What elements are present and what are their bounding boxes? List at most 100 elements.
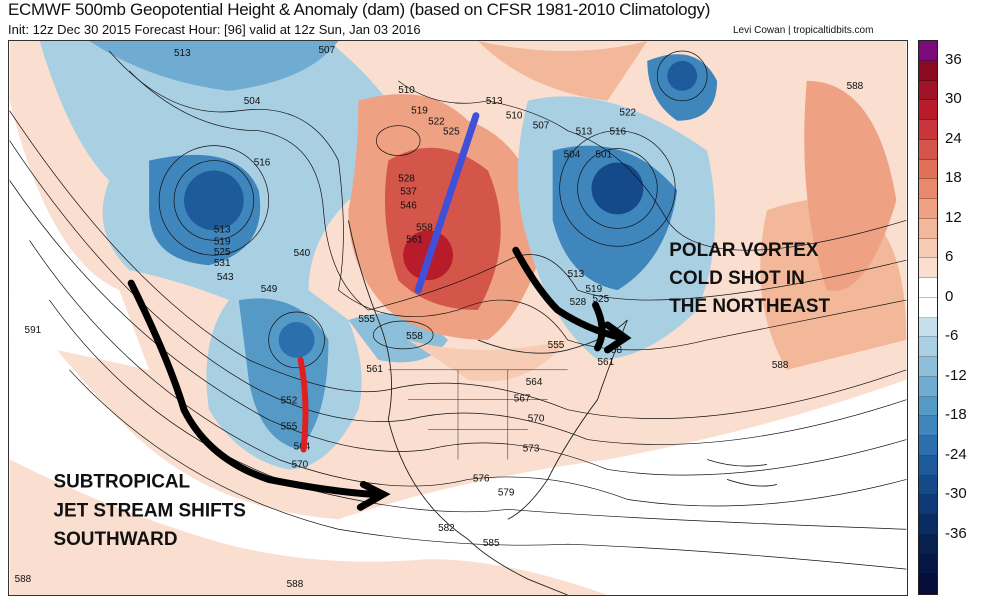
contour-label: 513 [568, 269, 585, 280]
colorbar-segment [919, 436, 937, 456]
contour-label: 561 [406, 234, 423, 245]
colorbar-segment [919, 475, 937, 496]
colorbar-label: -12 [945, 366, 967, 384]
colorbar-label: -6 [945, 327, 959, 345]
credit: Levi Cowan | tropicaltidbits.com [733, 25, 874, 36]
svg-text:SUBTROPICAL: SUBTROPICAL [53, 471, 190, 492]
contour-label: 543 [217, 272, 234, 283]
contour-label: 516 [609, 127, 626, 138]
colorbar-segment [919, 515, 937, 535]
colorbar-segment [919, 100, 937, 120]
contour-label: 570 [292, 459, 309, 470]
contour-label: 558 [406, 331, 423, 342]
contour-label: 552 [281, 396, 298, 407]
contour-label: 513 [486, 96, 503, 107]
contour-label: 558 [416, 222, 433, 233]
contour-label: 528 [570, 297, 587, 308]
contour-label: 570 [528, 414, 545, 425]
colorbar-segment [919, 179, 937, 199]
map-title: ECMWF 500mb Geopotential Height & Anomal… [8, 0, 711, 19]
colorbar-segment [919, 317, 937, 338]
colorbar-segment [919, 120, 937, 140]
contour-label: 525 [214, 247, 231, 258]
contour-label: 513 [214, 224, 231, 235]
contour-label: 546 [400, 200, 417, 211]
polar-vortex-annotation: POLAR VORTEX COLD SHOT IN THE NORTHEAST [669, 240, 830, 317]
coastlines [347, 220, 777, 595]
contour-label: 561 [597, 357, 614, 368]
contour-label: 588 [15, 574, 32, 585]
colorbar-label: 0 [945, 287, 954, 305]
colorbar-segment [919, 159, 937, 180]
colorbar-segment [919, 41, 937, 61]
contour-label: 513 [576, 127, 593, 138]
contour-label: 567 [514, 394, 531, 405]
contour-label: 582 [438, 523, 455, 534]
anomaly-colorbar [918, 40, 938, 595]
colorbar-label: 18 [945, 169, 962, 187]
colorbar-label: 36 [945, 50, 962, 68]
contour-label: 588 [847, 81, 864, 92]
subtropical-annotation: SUBTROPICAL JET STREAM SHIFTS SOUTHWARD [53, 471, 245, 550]
colorbar-label: 12 [945, 208, 962, 226]
contour-label: 507 [533, 121, 550, 132]
contour-label: 522 [428, 117, 445, 128]
colorbar-label: -18 [945, 406, 967, 424]
map-subtitle: Init: 12z Dec 30 2015 Forecast Hour: [96… [8, 22, 421, 37]
polar-vortex-arrow [512, 246, 632, 354]
red-trough-axis [297, 356, 309, 453]
svg-text:POLAR VORTEX: POLAR VORTEX [669, 240, 819, 261]
colorbar-segment [919, 139, 937, 160]
colorbar-segment [919, 416, 937, 436]
height-contours [9, 50, 907, 570]
contour-label: 501 [596, 150, 613, 161]
contour-labels: 513 5075045105165135195255315435405495915… [15, 45, 864, 590]
contour-label: 525 [443, 127, 460, 138]
contour-label: 585 [483, 538, 500, 549]
contour-label: 510 [506, 111, 523, 122]
contour-label: 564 [526, 377, 543, 388]
colorbar-label: 6 [945, 248, 954, 266]
contour-label: 540 [294, 248, 311, 259]
anomaly-fill [9, 41, 907, 595]
colorbar-label: -30 [945, 485, 967, 503]
contour-label: 519 [214, 236, 231, 247]
colorbar-label: -24 [945, 445, 967, 463]
jet-stream-arrow [127, 279, 391, 511]
colorbar-segment [919, 60, 937, 81]
svg-text:SOUTHWARD: SOUTHWARD [53, 529, 177, 550]
contour-label: 579 [498, 487, 515, 498]
contour-label: 531 [214, 258, 231, 269]
colorbar-segment [919, 297, 937, 318]
colorbar-segment [919, 574, 937, 594]
contour-label: 519 [586, 284, 603, 295]
contour-label: 522 [619, 108, 636, 119]
colorbar-label: 24 [945, 129, 962, 147]
contour-label: 507 [319, 45, 336, 56]
contour-label: 510 [398, 85, 415, 96]
blue-ridge-axis [414, 112, 480, 294]
colorbar-segment [919, 376, 937, 397]
contour-label: 555 [281, 422, 298, 433]
contour-label: 519 [411, 106, 428, 117]
colorbar-segment [919, 199, 937, 219]
colorbar-segment [919, 495, 937, 515]
svg-text:THE NORTHEAST: THE NORTHEAST [669, 296, 830, 317]
svg-text:JET STREAM SHIFTS: JET STREAM SHIFTS [53, 500, 245, 521]
contour-label: 561 [366, 364, 383, 375]
contour-label: 537 [400, 186, 417, 197]
colorbar-segment [919, 278, 937, 298]
contour-label: 504 [244, 96, 261, 107]
contour-label: 588 [287, 579, 304, 590]
colorbar-segment [919, 534, 937, 555]
contour-label: 549 [261, 284, 278, 295]
geopotential-map: 513 5075045105165135195255315435405495915… [8, 40, 908, 596]
contour-label: 513 [174, 48, 191, 59]
colorbar-label: -36 [945, 524, 967, 542]
contour-label: 504 [564, 150, 581, 161]
contour-label: 576 [473, 473, 490, 484]
contour-label: 516 [254, 158, 271, 169]
colorbar-segment [919, 80, 937, 101]
colorbar-segment [919, 258, 937, 278]
colorbar-segment [919, 396, 937, 417]
